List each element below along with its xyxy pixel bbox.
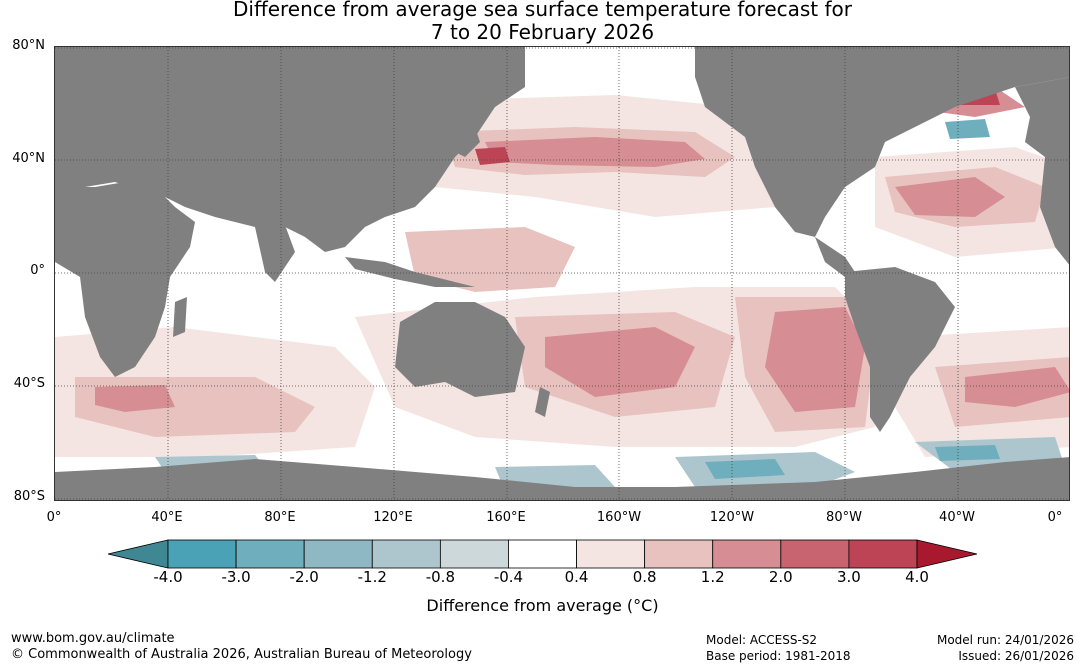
land-eurasia: [55, 47, 525, 252]
colorbar-extend-high: [916, 539, 978, 569]
sst-anomaly-map: [54, 46, 1070, 501]
land-greenland: [935, 47, 1025, 82]
title-line-2: 7 to 20 February 2026: [430, 20, 655, 44]
colorbar-tick-label: 4.0: [905, 568, 929, 586]
land-indonesia: [345, 257, 475, 287]
colorbar-extend-low: [107, 539, 169, 569]
footer-model-run: Model run: 24/01/2026: [936, 633, 1074, 647]
lon-label-0-left: 0°: [46, 510, 62, 525]
colorbar-tick-label: -1.2: [357, 568, 387, 586]
land-masses: [55, 47, 1069, 500]
lon-label-120w: 120°W: [709, 510, 755, 525]
land-new-zealand: [535, 387, 550, 417]
colorbar-tick-label: -0.4: [493, 568, 524, 586]
anomaly-strong-south-atlantic: [965, 367, 1069, 407]
colorbar-bin: [167, 539, 237, 569]
colorbar-bin: [508, 539, 577, 569]
colorbar-bin: [235, 539, 305, 569]
lat-label-0: 0°: [30, 263, 45, 278]
land-australia: [395, 302, 525, 397]
footer-issued: Issued: 26/01/2026: [958, 649, 1074, 663]
land-africa-east-wrap: [1040, 157, 1069, 265]
anomaly-cold-southern-ocean-atlantic: [935, 445, 1000, 461]
lon-label-120e: 120°E: [373, 510, 413, 525]
lon-label-80e: 80°E: [264, 510, 296, 525]
colorbar-tick-label: 0.4: [564, 568, 589, 586]
land-antarctica: [55, 457, 1069, 500]
colorbar-title: Difference from average (°C): [426, 596, 659, 615]
colorbar-tick-label: -3.0: [221, 568, 251, 586]
lon-label-80w: 80°W: [826, 510, 862, 525]
colorbar-tick-label: -0.8: [425, 568, 455, 586]
lat-label-80s: 80°S: [13, 489, 45, 504]
colorbar-tick-label: 0.8: [632, 568, 657, 586]
lon-label-40w: 40°W: [939, 510, 975, 525]
colorbar-tick-label: 2.0: [768, 568, 793, 586]
colorbar-bin: [848, 539, 918, 569]
anomaly-strong-north-atlantic: [895, 177, 1005, 217]
lat-label-80n: 80°N: [12, 38, 45, 53]
map-title: Difference from average sea surface temp…: [0, 0, 1085, 44]
colorbar-bin: [439, 539, 509, 569]
lon-label-0-right: 0°: [1047, 510, 1063, 525]
anomaly-strong-indian-south: [95, 385, 175, 412]
footer-copyright: © Commonwealth of Australia 2026, Austra…: [11, 647, 472, 662]
colorbar-bin: [576, 539, 646, 569]
colorbar-tick-label: 3.0: [836, 568, 861, 586]
lon-label-160w: 160°W: [596, 510, 642, 525]
lon-label-160e: 160°E: [486, 510, 526, 525]
colorbar-tick-label: -2.0: [289, 568, 319, 586]
footer-website: www.bom.gov.au/climate: [11, 631, 175, 646]
land-south-america: [845, 267, 955, 432]
lat-label-40s: 40°S: [13, 376, 45, 391]
colorbar-bin: [780, 539, 850, 569]
footer-model: Model: ACCESS-S2: [706, 633, 818, 647]
title-line-1: Difference from average sea surface temp…: [232, 0, 852, 21]
colorbar-bin: [644, 539, 714, 569]
land-japan: [455, 127, 480, 157]
footer-base-period: Base period: 1981-2018: [706, 649, 851, 663]
anomaly-cold-north-atlantic: [945, 119, 990, 139]
land-africa: [55, 182, 195, 377]
anomaly-hot-spot-kuroshio: [475, 147, 510, 165]
lon-label-40e: 40°E: [151, 510, 183, 525]
colorbar: [107, 539, 978, 569]
land-europe-west: [1015, 77, 1069, 167]
anomaly-strong-south-pacific: [545, 327, 695, 397]
land-madagascar: [173, 297, 187, 337]
lat-label-40n: 40°N: [12, 151, 45, 166]
map-canvas: [55, 47, 1069, 500]
colorbar-bin: [303, 539, 373, 569]
colorbar-tick-label: -4.0: [153, 568, 183, 586]
anomaly-warm-west-pacific: [405, 227, 575, 292]
colorbar-bin: [712, 539, 782, 569]
colorbar-tick-label: 1.2: [700, 568, 725, 586]
anomaly-strong-kuroshio: [485, 137, 705, 167]
land-north-america: [695, 47, 1069, 237]
anomaly-cold-southern-ocean-pacific: [705, 459, 785, 479]
colorbar-bin: [371, 539, 441, 569]
graticule: [55, 47, 1069, 500]
land-india: [255, 225, 295, 282]
